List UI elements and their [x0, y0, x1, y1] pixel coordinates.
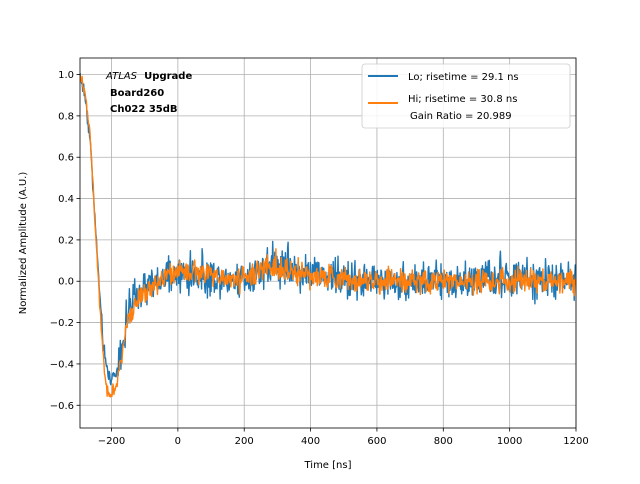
y-tick-label: 0.8: [58, 111, 74, 122]
y-axis-label: Normalized Amplitude (A.U.): [18, 172, 29, 315]
y-tick-label: −0.2: [50, 318, 74, 329]
legend: Lo; risetime = 29.1 ns Hi; risetime = 30…: [361, 63, 571, 129]
y-tick-label: 0.4: [58, 194, 74, 205]
annotation-upgrade: Upgrade: [144, 71, 192, 82]
y-tick-label: 0.2: [58, 235, 74, 246]
x-tick-label: 600: [367, 436, 386, 447]
series-layer: [80, 72, 576, 398]
x-tick-label: 800: [434, 436, 453, 447]
y-tick-label: 0.6: [58, 153, 74, 164]
y-tick-label: 0.0: [58, 277, 74, 288]
y-axis-ticks: −0.6 −0.4 −0.2 0.0 0.2 0.4 0.6 0.8 1.0: [50, 70, 80, 412]
x-tick-label: 400: [301, 436, 320, 447]
x-tick-label: 1200: [563, 436, 588, 447]
annotation-atlas: ATLAS: [105, 71, 138, 82]
x-tick-label: −200: [98, 436, 125, 447]
atlas-annotation: ATLAS Upgrade Board260 Ch022 35dB: [105, 71, 192, 115]
legend-box: [361, 63, 571, 129]
y-tick-label: 1.0: [58, 70, 74, 81]
x-tick-label: 0: [175, 436, 181, 447]
legend-label-hi: Hi; risetime = 30.8 ns: [408, 94, 517, 105]
y-tick-label: −0.6: [50, 401, 74, 412]
legend-label-gain-ratio: Gain Ratio = 20.989: [410, 111, 512, 122]
series-line-hi: [80, 74, 576, 398]
svg-text:ATLAS Upgrade: ATLAS Upgrade: [105, 71, 192, 82]
x-tick-label: 1000: [497, 436, 522, 447]
annotation-channel: Ch022 35dB: [110, 104, 178, 115]
x-tick-label: 200: [235, 436, 254, 447]
legend-label-lo: Lo; risetime = 29.1 ns: [408, 72, 519, 83]
y-tick-label: −0.4: [50, 359, 74, 370]
annotation-board: Board260: [110, 88, 164, 99]
plot-frame: [79, 57, 577, 429]
x-axis-ticks: −200 0 200 400 600 800 1000 1200: [98, 428, 589, 447]
x-axis-label: Time [ns]: [303, 460, 351, 471]
